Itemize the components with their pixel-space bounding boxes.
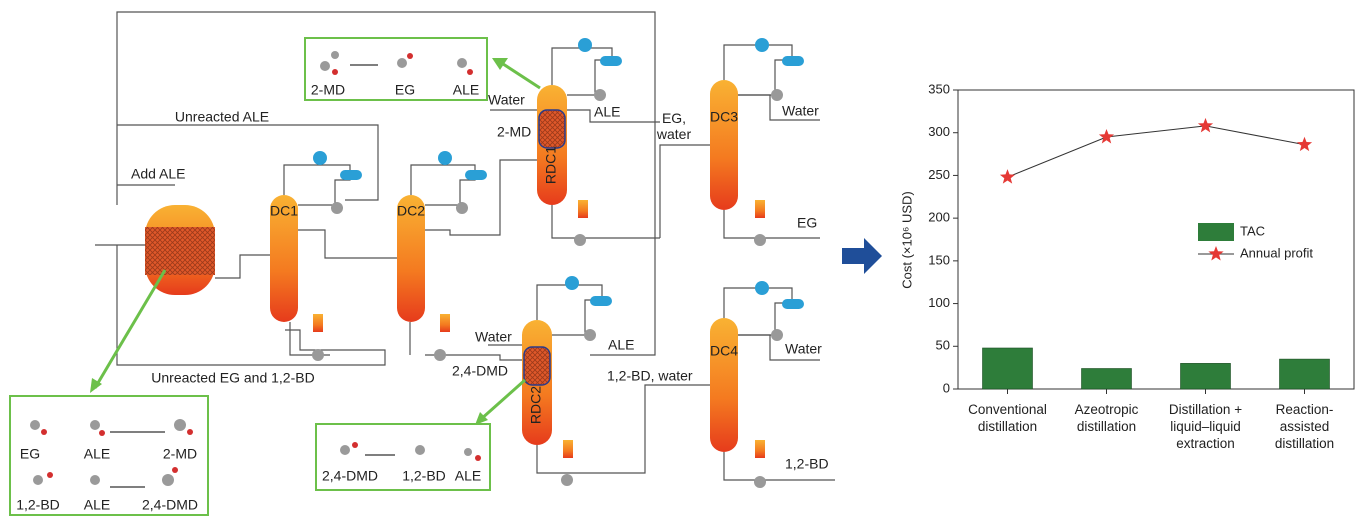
marker <box>1197 117 1214 133</box>
marker <box>999 169 1016 184</box>
unit-label: RDC2 <box>528 386 544 424</box>
bar <box>1180 363 1231 390</box>
species-label: 2-MD <box>311 82 345 98</box>
species-label: ALE <box>84 497 110 513</box>
unit-labels: DC1 DC2 RDC1 DC3 RDC2 DC4 <box>270 109 738 424</box>
x-tick-label: Distillation + liquid–liquid extraction <box>1168 402 1243 451</box>
species-label: 1,2-BD <box>16 497 60 513</box>
stream-label: EG, water <box>656 110 692 142</box>
bar <box>982 347 1033 390</box>
unit-label: DC4 <box>710 343 738 359</box>
stream-label: Water <box>782 103 819 119</box>
stream-label: Add ALE <box>131 166 186 182</box>
chart: Cost (×10⁶ USD) 0 50 100 150 200 250 300 350 TAC… <box>899 81 1355 395</box>
stream-label: 1,2-BD <box>785 456 829 472</box>
y-tick-label: 250 <box>928 167 950 182</box>
stream-label: 2-MD <box>497 124 531 140</box>
stream-label: Water <box>488 92 525 108</box>
stream-label: 1,2-BD, water <box>607 368 693 384</box>
flowsheet <box>9 11 882 516</box>
marker <box>1296 136 1313 152</box>
species-label: 2,4-DMD <box>322 468 378 484</box>
species-label: EG <box>395 82 415 98</box>
unit-label: RDC1 <box>543 146 559 184</box>
unit-label: DC1 <box>270 203 298 219</box>
unit-label: DC2 <box>397 203 425 219</box>
y-tick-label: 150 <box>928 252 950 267</box>
marker <box>1098 129 1115 144</box>
legend-label: TAC <box>1240 223 1265 238</box>
bar <box>1081 368 1132 390</box>
species-label: 1,2-BD <box>402 468 446 484</box>
species-label: ALE <box>84 446 110 462</box>
legend-swatch <box>1208 246 1224 261</box>
x-tick-label: Reaction-assisted distillation <box>1274 402 1335 451</box>
species-label: 2,4-DMD <box>142 497 198 513</box>
species-label: 2-MD <box>163 446 197 462</box>
y-tick-label: 100 <box>928 295 950 310</box>
species-label: EG <box>20 446 40 462</box>
species-label: ALE <box>453 82 479 98</box>
y-tick-label: 300 <box>928 124 950 139</box>
unit-label: DC3 <box>710 109 738 125</box>
x-tick-label: Azeotropic distillation <box>1074 402 1139 434</box>
stream-label: EG <box>797 215 817 231</box>
legend-label: Annual profit <box>1240 245 1313 260</box>
y-axis-title: Cost (×10⁶ USD) <box>899 191 914 288</box>
bar <box>1279 358 1330 390</box>
stream-label: ALE <box>608 337 634 353</box>
stream-label: 2,4-DMD <box>452 363 508 379</box>
line <box>1007 125 1305 178</box>
reaction-labels: 2-MD EG ALE EG ALE 2-MD 1,2-BD ALE 2,4-D… <box>16 82 481 513</box>
plot-frame <box>957 89 1355 390</box>
y-tick-label: 0 <box>943 380 950 395</box>
y-tick-label: 200 <box>928 210 950 225</box>
stream-label: Unreacted ALE <box>175 109 269 125</box>
y-tick-label: 350 <box>928 81 950 96</box>
stream-label: ALE <box>594 104 620 120</box>
legend-swatch <box>1198 223 1234 241</box>
stream-label: Unreacted EG and 1,2-BD <box>151 370 314 386</box>
stream-label: Water <box>785 341 822 357</box>
flow-labels: Unreacted ALE Add ALE Unreacted EG and 1… <box>131 92 829 472</box>
x-tick-label: Conventional distillation <box>968 402 1047 434</box>
species-label: ALE <box>455 468 481 484</box>
y-tick-label: 50 <box>936 338 950 353</box>
stream-label: Water <box>475 329 512 345</box>
